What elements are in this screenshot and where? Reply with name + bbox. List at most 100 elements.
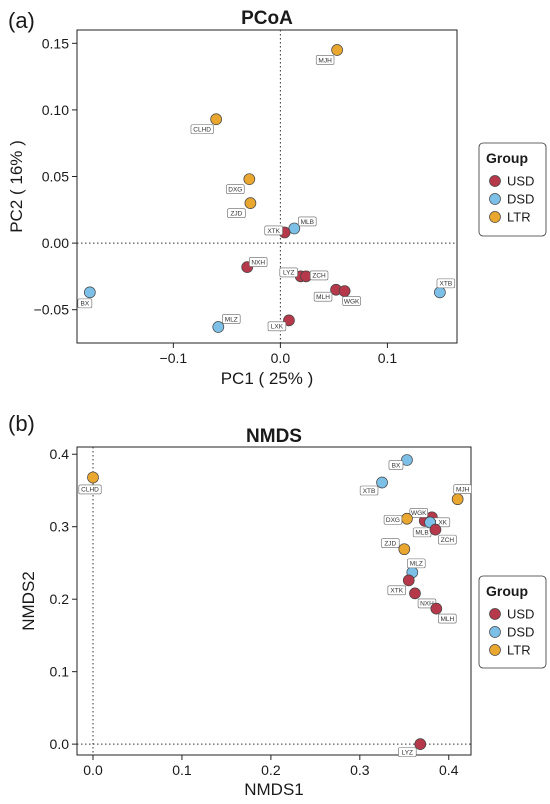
point-label-mjh: MJH	[315, 55, 335, 65]
point-label-text: MLB	[301, 219, 314, 226]
point-label-box	[387, 585, 406, 596]
data-point-clhd	[210, 113, 223, 126]
point-label-box	[309, 270, 329, 281]
legend-label-usd: USD	[507, 607, 534, 622]
point-label-box	[78, 484, 102, 495]
y-tick-label: 0.1	[50, 664, 70, 680]
legend-marker-dsd	[489, 193, 501, 205]
point-label-mlh: MLH	[438, 613, 457, 624]
point-label-mjh: MJH	[453, 484, 472, 494]
point-label-mlh: MLH	[313, 291, 333, 302]
x-tick-label: 0.0	[271, 350, 291, 366]
point-label-mlz: MLZ	[407, 558, 426, 569]
legend-label-dsd: DSD	[507, 625, 534, 640]
point-label-text: ZJD	[384, 540, 396, 547]
x-axis-label: NMDS1	[244, 780, 304, 799]
data-point-mlh	[430, 602, 443, 615]
point-label-box	[438, 613, 457, 624]
panel-a: (a) PCoA −0.1 0.0 0.1 −0.05 0.00 0.05 0.10 0.15 PC…	[7, 8, 547, 388]
point-label-box	[248, 257, 268, 267]
data-point-mjh	[451, 493, 464, 506]
panel-letter: (b)	[8, 411, 35, 436]
data-point-mjh	[331, 44, 343, 56]
legend-marker-ltr	[489, 211, 501, 223]
point-label-text: CLHD	[81, 487, 99, 494]
point-label-box	[436, 278, 456, 289]
chart-title: NMDS	[246, 426, 302, 447]
data-point-xtb	[376, 476, 388, 489]
y-axis-label: NMDS2	[19, 571, 38, 631]
x-tick-label: −0.1	[160, 350, 188, 366]
point-label-box	[279, 267, 298, 278]
point-label-dxg: DXG	[226, 184, 245, 194]
y-tick-label: 0.05	[42, 169, 69, 185]
point-label-text: XTK	[267, 228, 280, 235]
legend-title: Group	[486, 583, 528, 599]
point-label-text: LYZ	[283, 270, 294, 277]
point-label-text: DXG	[386, 517, 400, 524]
data-point-dxg	[401, 512, 413, 525]
point-label-text: MLH	[316, 294, 330, 301]
point-label-zjd: ZJD	[227, 208, 246, 218]
y-tick-label: 0.0	[50, 736, 70, 752]
point-label-zch: ZCH	[438, 534, 457, 545]
legend-label-ltr: LTR	[507, 210, 531, 225]
data-point-zch	[429, 523, 442, 536]
point-label-xtb: XTB	[436, 278, 456, 289]
panel-letter: (a)	[8, 8, 35, 33]
point-label-zch: ZCH	[309, 270, 329, 281]
point-label-wgk: WGK	[409, 508, 428, 518]
point-label-text: MLZ	[410, 561, 423, 568]
x-tick-label: 0.1	[172, 762, 192, 778]
plot-frame	[76, 446, 472, 756]
point-label-text: LYZ	[402, 749, 413, 756]
data-point-zjd	[398, 543, 411, 556]
x-tick-label: 0.3	[350, 762, 370, 778]
point-label-box	[222, 314, 241, 324]
point-label-xtk: XTK	[264, 225, 283, 236]
legend-marker-usd	[489, 608, 501, 620]
data-point-zjd	[244, 197, 257, 209]
y-tick-label: −0.05	[34, 302, 70, 318]
data-point-lxk	[283, 314, 295, 327]
point-label-text: LXK	[271, 324, 284, 331]
panel-b: (b) NMDS 0.0 0.1 0.2 0.3 0.4 0.0 0.1 0.2 0.3 0.4 NMD…	[8, 411, 547, 799]
legend-marker-ltr	[489, 644, 501, 656]
point-label-box	[342, 296, 361, 306]
x-tick-label: 0.1	[378, 350, 398, 366]
data-point-mlz	[212, 321, 225, 333]
plot-frame	[76, 29, 458, 344]
point-label-box	[438, 534, 457, 545]
legend-title: Group	[486, 150, 528, 166]
point-label-clhd: CLHD	[190, 124, 214, 135]
point-label-text: MJH	[318, 57, 332, 64]
point-label-text: MLB	[415, 530, 428, 537]
point-label-lxk: LXK	[267, 321, 287, 332]
point-label-box	[383, 514, 403, 525]
point-label-mlb: MLB	[298, 216, 317, 227]
point-label-text: CLHD	[193, 127, 211, 134]
point-label-text: BX	[81, 301, 90, 308]
y-tick-label: 0.3	[50, 519, 70, 535]
data-point-wgk	[338, 285, 351, 297]
point-label-box	[315, 55, 335, 65]
point-label-text: LXK	[435, 520, 448, 527]
point-label-box	[359, 485, 379, 496]
chart-title: PCoA	[241, 8, 293, 29]
y-tick-label: 0.00	[42, 235, 69, 251]
point-label-text: XTB	[363, 488, 376, 495]
point-label-bx: BX	[388, 460, 404, 470]
point-label-text: MLH	[440, 616, 454, 623]
legend-marker-dsd	[489, 626, 501, 638]
point-label-box	[226, 184, 245, 194]
data-point-xtk	[402, 574, 415, 587]
point-label-box	[227, 208, 246, 218]
point-label-mlb: MLB	[412, 527, 432, 538]
point-label-bx: BX	[77, 298, 93, 309]
point-label-text: NXH	[420, 601, 434, 608]
point-label-box	[313, 291, 333, 302]
point-label-text: MLZ	[225, 316, 238, 323]
x-tick-label: 0.4	[439, 762, 459, 778]
point-label-box	[381, 538, 400, 548]
